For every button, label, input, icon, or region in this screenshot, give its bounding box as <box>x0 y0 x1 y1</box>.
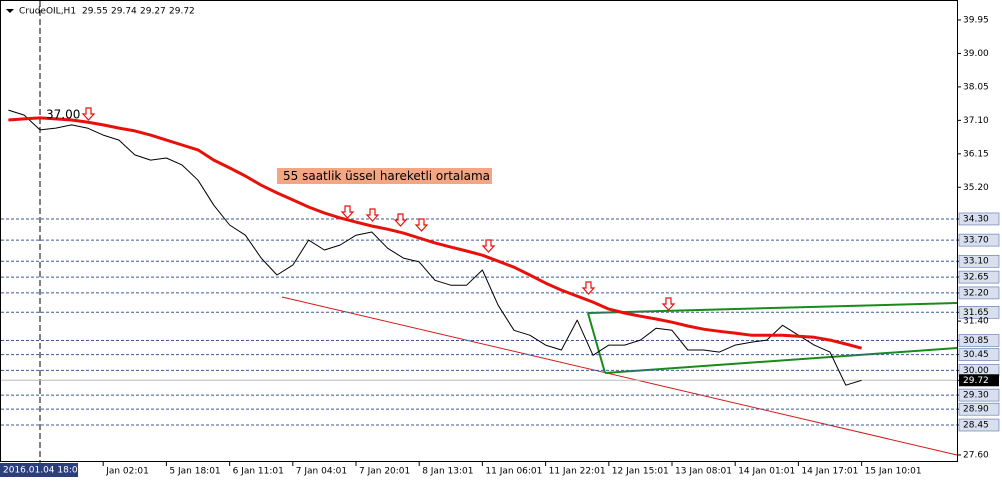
arrow <box>481 239 496 253</box>
y-tick-label: 30.00 <box>963 366 989 376</box>
y-tick-label: 29.30 <box>963 391 989 401</box>
ohlc-value: 29.55 <box>82 7 108 17</box>
x-tick-label: Jan 02:01 <box>105 467 149 477</box>
plot-frame <box>0 0 958 462</box>
level-label-bg <box>958 348 1000 361</box>
y-tick-label: 33.70 <box>963 236 989 246</box>
x-tick-label: 7 Jan 20:01 <box>359 467 410 477</box>
ohlc: 29.55 29.74 29.27 29.72 <box>82 7 195 17</box>
x-cursor-bg <box>0 463 78 477</box>
y-tick-label: 34.30 <box>963 214 989 224</box>
level-label-bg <box>958 306 1000 319</box>
y-tick-label: 32.65 <box>963 273 989 283</box>
arrow <box>661 297 676 311</box>
x-tick-label: 11 Jan 06:01 <box>485 467 542 477</box>
level-label-bg <box>958 418 1000 432</box>
x-tick-label: 8 Jan 13:01 <box>422 467 473 477</box>
level-label-bg <box>958 286 1000 300</box>
y-tick-label: 30.85 <box>963 336 989 346</box>
current-label-bg <box>959 374 999 387</box>
annotation: 55 saatlik üssel hareketli ortalama <box>283 169 490 183</box>
y-tick-label: 38.05 <box>963 82 989 92</box>
arrow <box>581 281 596 295</box>
x-tick-label: 5 Jan 18:01 <box>169 467 220 477</box>
x-tick-label: 13 Jan 08:01 <box>675 467 732 477</box>
marker-label: 37.00 <box>46 108 80 122</box>
x-tick-label: 14 Jan 17:01 <box>801 467 858 477</box>
y-tick-label: 32.20 <box>963 288 989 298</box>
y-tick-label: 33.10 <box>963 257 989 267</box>
level-label-bg <box>958 388 1000 402</box>
levels <box>1 218 957 426</box>
y-tick-label: 36.15 <box>963 149 989 159</box>
trend-line <box>281 296 958 456</box>
level-label-bg <box>958 270 1000 284</box>
x-tick-label: 14 Jan 01:01 <box>738 467 795 477</box>
y-tick-label: 39.95 <box>963 15 989 25</box>
symbol: CrudeOIL,H1 <box>19 7 76 17</box>
x-tick-label: 15 Jan 10:01 <box>865 467 922 477</box>
arrows <box>81 107 676 311</box>
series-line <box>8 109 862 386</box>
x-tick-label: 6 Jan 11:01 <box>233 467 284 477</box>
annotation-box <box>277 168 492 184</box>
y-tick-label: 31.65 <box>963 308 989 318</box>
arrow <box>365 208 380 222</box>
y-tick-label: 31.40 <box>963 317 989 327</box>
ohlc-value: 29.27 <box>140 7 166 17</box>
arrow <box>81 107 96 121</box>
x-tick-label: 7 Jan 04:01 <box>296 467 347 477</box>
ohlc-value: 29.74 <box>111 7 137 17</box>
level-label-bg <box>958 233 1000 247</box>
level-label-bg <box>958 212 1000 226</box>
y-tick-label: 28.90 <box>963 405 989 415</box>
level-label-bg <box>958 334 1000 347</box>
x-tick-label: 2016.01.04 18:01 <box>3 466 83 476</box>
y-tick-label: 28.45 <box>963 421 989 431</box>
channel-line <box>604 347 958 374</box>
arrow <box>340 205 355 219</box>
y-tick-label: 27.60 <box>963 450 989 460</box>
series-line <box>8 116 862 350</box>
channel-line <box>587 312 606 374</box>
ohlc-value: 29.72 <box>169 7 195 17</box>
channel-line <box>587 302 958 314</box>
y-tick-label: 35.20 <box>963 183 989 193</box>
y-tick-label: 39.00 <box>963 49 989 59</box>
arrow <box>393 213 408 227</box>
y-tick-label: 37.10 <box>963 116 989 126</box>
y-tick-label: 30.45 <box>963 350 989 360</box>
level-label-bg <box>958 402 1000 416</box>
level-label-bg <box>958 254 1000 268</box>
y-tick-label: 29.72 <box>963 376 989 386</box>
menu-arrow[interactable] <box>6 9 14 13</box>
arrow <box>414 218 429 232</box>
series <box>8 109 862 386</box>
x-tick-label: 12 Jan 15:01 <box>612 467 669 477</box>
x-tick-label: 11 Jan 22:01 <box>549 467 606 477</box>
